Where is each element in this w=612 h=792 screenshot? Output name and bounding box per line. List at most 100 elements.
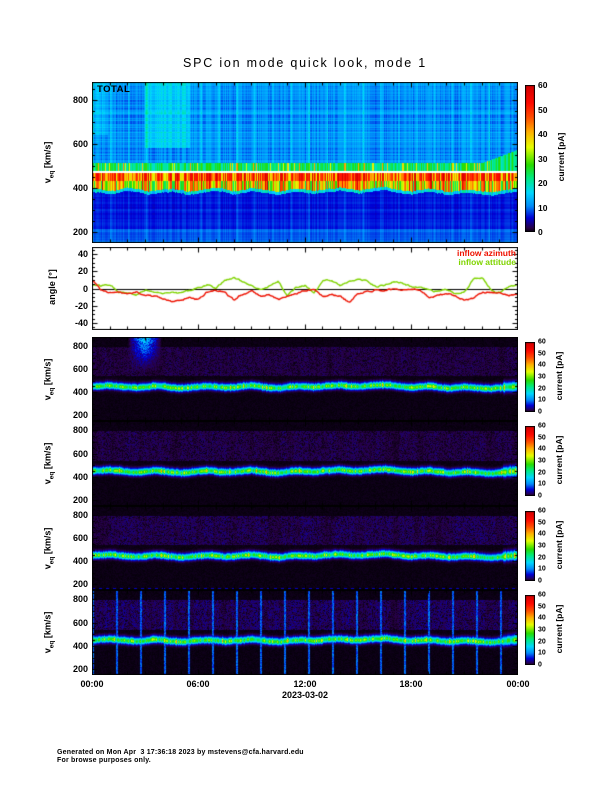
colorbar-tick-20: 20 xyxy=(538,178,548,188)
colorbar-tick-60: 60 xyxy=(538,338,546,346)
velocity-y-tick-400: 400 xyxy=(72,640,88,651)
vel-label-sub: eq xyxy=(48,170,56,179)
vel-label-units: [km/s] xyxy=(42,442,53,472)
vel-label-units: [km/s] xyxy=(42,527,53,557)
velocity-y-tick-600: 600 xyxy=(72,448,88,459)
colorbar-label-mode-4: current [pA] xyxy=(554,604,564,654)
colorbar-tick-60: 60 xyxy=(538,422,546,430)
colorbar-tick-40: 40 xyxy=(538,614,546,622)
colorbar-tick-60: 60 xyxy=(538,507,546,515)
x-tick-0600: 06:00 xyxy=(186,679,210,689)
legend-inflow-attitude: inflow attitude xyxy=(458,257,516,267)
colorbar-mode-2-canvas xyxy=(525,426,535,496)
y-axis-label-mode-4: veq [km/s] xyxy=(43,582,56,682)
colorbar-tick-10: 10 xyxy=(538,649,546,657)
y-axis-label-total: veq [km/s] xyxy=(43,112,56,212)
vel-label-sub: eq xyxy=(48,556,56,565)
colorbar-tick-30: 30 xyxy=(538,373,546,381)
angle-y-tick-20: 20 xyxy=(77,266,88,277)
velocity-y-tick-800: 800 xyxy=(72,341,88,352)
velocity-y-tick-400: 400 xyxy=(72,471,88,482)
vel-label-base: v xyxy=(42,564,53,570)
mode-spectrogram-2-canvas xyxy=(92,421,518,506)
colorbar-label-total: current [pA] xyxy=(556,132,566,182)
inflow-angle-plot-canvas xyxy=(92,247,518,330)
colorbar-tick-20: 20 xyxy=(538,469,546,477)
y-axis-label-angle: angle [°] xyxy=(47,269,57,305)
angle-y-tick--20: -20 xyxy=(74,300,88,311)
colorbar-tick-60: 60 xyxy=(538,80,548,90)
vel-label-sub: eq xyxy=(48,471,56,480)
colorbar-tick-40: 40 xyxy=(538,129,548,139)
mode-spectrogram-4-canvas xyxy=(92,590,518,675)
velocity-y-tick-200: 200 xyxy=(72,226,88,237)
vel-label-sub: eq xyxy=(48,640,56,649)
legend-inflow-azimuth: inflow azimuth xyxy=(456,248,516,258)
colorbar-label-mode-2: current [pA] xyxy=(554,435,564,485)
velocity-y-tick-800: 800 xyxy=(72,94,88,105)
colorbar-tick-50: 50 xyxy=(538,104,548,115)
vel-label-base: v xyxy=(42,648,53,654)
velocity-y-tick-800: 800 xyxy=(72,510,88,521)
colorbar-tick-30: 30 xyxy=(538,153,548,164)
vel-label-units: [km/s] xyxy=(42,141,53,171)
colorbar-tick-30: 30 xyxy=(538,457,546,465)
velocity-y-tick-600: 600 xyxy=(72,533,88,544)
velocity-y-tick-400: 400 xyxy=(72,556,88,567)
vel-label-base: v xyxy=(42,395,53,401)
colorbar-mode-4-canvas xyxy=(525,595,535,665)
footer-generated-line: Generated on Mon Apr 3 17:36:18 2023 by … xyxy=(57,749,304,756)
x-tick-0000a: 00:00 xyxy=(80,679,104,689)
velocity-y-tick-200: 200 xyxy=(72,664,88,675)
colorbar-tick-10: 10 xyxy=(538,396,546,404)
mode-spectrogram-1-canvas xyxy=(92,337,518,421)
colorbar-tick-10: 10 xyxy=(538,565,546,573)
colorbar-tick-20: 20 xyxy=(538,385,546,393)
colorbar-label-mode-3: current [pA] xyxy=(554,520,564,570)
x-tick-0000b: 00:00 xyxy=(506,679,530,689)
velocity-y-tick-400: 400 xyxy=(72,182,88,193)
mode-spectrogram-3-canvas xyxy=(92,506,518,590)
colorbar-tick-0: 0 xyxy=(538,492,542,500)
page-title: SPC ion mode quick look, mode 1 xyxy=(182,56,428,70)
colorbar-tick-50: 50 xyxy=(538,519,546,527)
colorbar-tick-40: 40 xyxy=(538,361,546,369)
total-label: TOTAL xyxy=(97,84,131,95)
colorbar-tick-60: 60 xyxy=(538,591,546,599)
vel-label-base: v xyxy=(42,479,53,485)
colorbar-tick-20: 20 xyxy=(538,554,546,562)
colorbar-tick-30: 30 xyxy=(538,626,546,634)
angle-y-tick-0: 0 xyxy=(82,283,88,294)
velocity-y-tick-600: 600 xyxy=(72,138,88,149)
footer-browse-line: For browse purposes only. xyxy=(57,757,151,764)
vel-label-sub: eq xyxy=(48,387,56,396)
colorbar-tick-30: 30 xyxy=(538,542,546,550)
colorbar-tick-10: 10 xyxy=(538,480,546,488)
colorbar-tick-10: 10 xyxy=(538,202,548,213)
x-tick-1200: 12:00 xyxy=(293,679,317,689)
colorbar-tick-0: 0 xyxy=(538,227,543,237)
colorbar-mode-3-canvas xyxy=(525,511,535,581)
vel-label-units: [km/s] xyxy=(42,358,53,388)
velocity-y-tick-200: 200 xyxy=(72,410,88,421)
velocity-y-tick-200: 200 xyxy=(72,579,88,590)
colorbar-tick-40: 40 xyxy=(538,530,546,538)
total-spectrogram-canvas xyxy=(92,82,518,243)
colorbar-tick-0: 0 xyxy=(538,408,542,416)
colorbar-tick-0: 0 xyxy=(538,577,542,585)
x-tick-1800: 18:00 xyxy=(399,679,423,689)
angle-y-tick--40: -40 xyxy=(74,318,88,329)
colorbar-label-mode-1: current [pA] xyxy=(554,351,564,401)
velocity-y-tick-800: 800 xyxy=(72,425,88,436)
colorbar-mode-1-canvas xyxy=(525,342,535,412)
colorbar-tick-50: 50 xyxy=(538,434,546,442)
vel-label-base: v xyxy=(42,178,53,184)
velocity-y-tick-200: 200 xyxy=(72,495,88,506)
vel-label-units: [km/s] xyxy=(42,611,53,641)
velocity-y-tick-400: 400 xyxy=(72,387,88,398)
colorbar-tick-50: 50 xyxy=(538,350,546,358)
velocity-y-tick-800: 800 xyxy=(72,594,88,605)
colorbar-tick-0: 0 xyxy=(538,661,542,669)
velocity-y-tick-600: 600 xyxy=(72,617,88,628)
